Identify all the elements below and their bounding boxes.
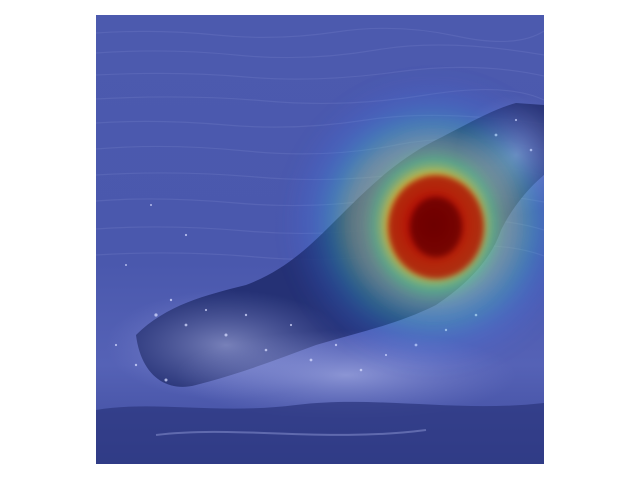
bottom-water-band <box>96 401 544 464</box>
heatmap-overlay-svg <box>96 15 544 464</box>
activation-heat-blob <box>282 73 544 373</box>
heatmap-overlay-image <box>96 15 544 464</box>
wave-crest-line <box>155 429 427 436</box>
